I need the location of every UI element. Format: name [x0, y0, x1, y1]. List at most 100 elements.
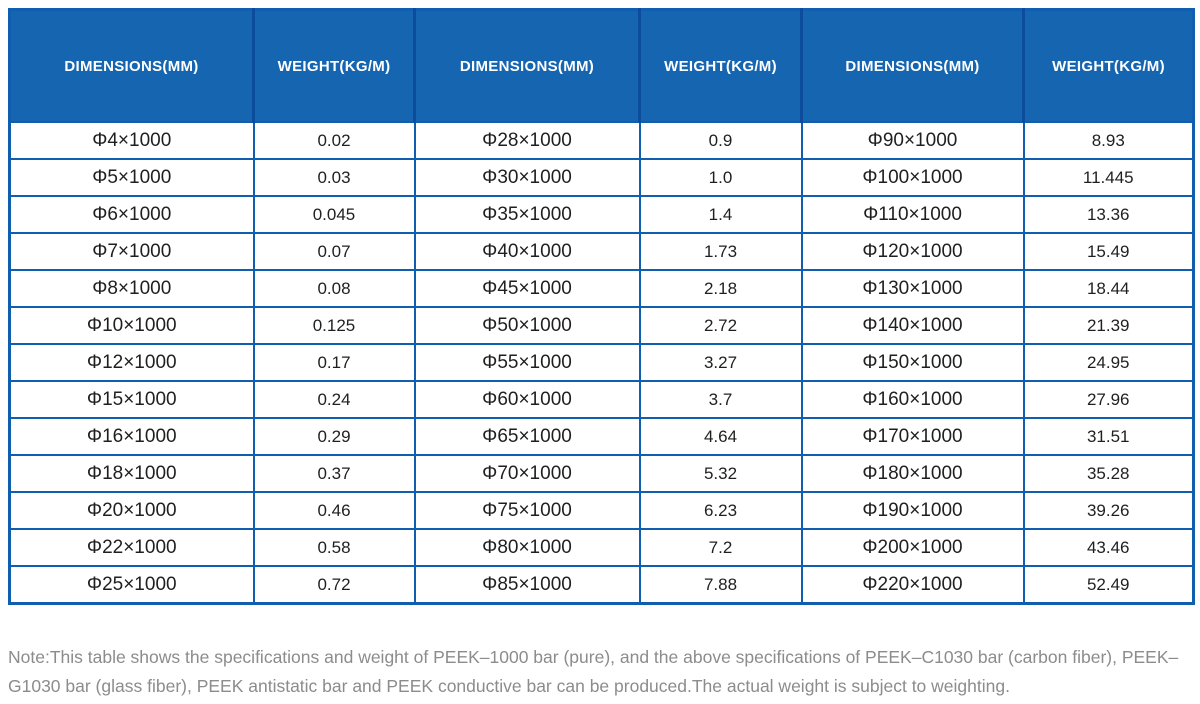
table-row: Φ15×1000 0.24 Φ60×1000 3.7 Φ160×1000 27.96 [8, 380, 1195, 419]
dimension-cell: Φ180×1000 [800, 454, 1025, 493]
weight-cell: 35.28 [1022, 454, 1195, 493]
weight-cell: 21.39 [1022, 306, 1195, 345]
weight-cell: 0.37 [252, 454, 416, 493]
spec-table: DIMENSIONS(MM) WEIGHT(KG/M) DIMENSIONS(M… [8, 8, 1195, 605]
dimension-cell: Φ60×1000 [413, 380, 641, 419]
dimension-cell: Φ150×1000 [800, 343, 1025, 382]
weight-cell: 27.96 [1022, 380, 1195, 419]
dimension-cell: Φ35×1000 [413, 195, 641, 234]
table-row: Φ12×1000 0.17 Φ55×1000 3.27 Φ150×1000 24.95 [8, 343, 1195, 382]
dimension-cell: Φ40×1000 [413, 232, 641, 271]
dimension-cell: Φ50×1000 [413, 306, 641, 345]
weight-cell: 11.445 [1022, 158, 1195, 197]
dimension-cell: Φ120×1000 [800, 232, 1025, 271]
dimension-cell: Φ130×1000 [800, 269, 1025, 308]
dimension-cell: Φ70×1000 [413, 454, 641, 493]
table-row: Φ4×1000 0.02 Φ28×1000 0.9 Φ90×1000 8.93 [8, 121, 1195, 160]
weight-cell: 0.045 [252, 195, 416, 234]
weight-cell: 3.7 [638, 380, 803, 419]
dimension-cell: Φ20×1000 [8, 491, 255, 530]
weight-cell: 18.44 [1022, 269, 1195, 308]
weight-cell: 5.32 [638, 454, 803, 493]
dimension-cell: Φ85×1000 [413, 565, 641, 605]
weight-cell: 15.49 [1022, 232, 1195, 271]
column-header-dimensions-3: DIMENSIONS(MM) [800, 9, 1024, 122]
dimension-cell: Φ80×1000 [413, 528, 641, 567]
dimension-cell: Φ6×1000 [8, 195, 255, 234]
weight-cell: 1.4 [638, 195, 803, 234]
weight-cell: 0.02 [252, 121, 416, 160]
weight-cell: 0.125 [252, 306, 416, 345]
dimension-cell: Φ170×1000 [800, 417, 1025, 456]
weight-cell: 43.46 [1022, 528, 1195, 567]
weight-cell: 0.58 [252, 528, 416, 567]
dimension-cell: Φ65×1000 [413, 417, 641, 456]
weight-cell: 6.23 [638, 491, 803, 530]
weight-cell: 39.26 [1022, 491, 1195, 530]
note-text: Note:This table shows the specifications… [8, 647, 1179, 696]
dimension-cell: Φ200×1000 [800, 528, 1025, 567]
weight-cell: 8.93 [1022, 121, 1195, 160]
column-header-weight-2: WEIGHT(KG/M) [638, 9, 802, 122]
table-row: Φ5×1000 0.03 Φ30×1000 1.0 Φ100×1000 11.445 [8, 158, 1195, 197]
table-row: Φ6×1000 0.045 Φ35×1000 1.4 Φ110×1000 13.36 [8, 195, 1195, 234]
table-row: Φ16×1000 0.29 Φ65×1000 4.64 Φ170×1000 31.51 [8, 417, 1195, 456]
weight-cell: 0.03 [252, 158, 416, 197]
table-row: Φ20×1000 0.46 Φ75×1000 6.23 Φ190×1000 39.26 [8, 491, 1195, 530]
dimension-cell: Φ18×1000 [8, 454, 255, 493]
dimension-cell: Φ160×1000 [800, 380, 1025, 419]
weight-cell: 31.51 [1022, 417, 1195, 456]
dimension-cell: Φ30×1000 [413, 158, 641, 197]
weight-cell: 0.24 [252, 380, 416, 419]
dimension-cell: Φ4×1000 [8, 121, 255, 160]
table-row: Φ22×1000 0.58 Φ80×1000 7.2 Φ200×1000 43.46 [8, 528, 1195, 567]
weight-cell: 0.72 [252, 565, 416, 605]
column-header-weight-1: WEIGHT(KG/M) [252, 9, 415, 122]
weight-cell: 1.73 [638, 232, 803, 271]
dimension-cell: Φ28×1000 [413, 121, 641, 160]
table-header-row: DIMENSIONS(MM) WEIGHT(KG/M) DIMENSIONS(M… [9, 9, 1194, 122]
dimension-cell: Φ12×1000 [8, 343, 255, 382]
dimension-cell: Φ45×1000 [413, 269, 641, 308]
dimension-cell: Φ90×1000 [800, 121, 1025, 160]
weight-cell: 7.2 [638, 528, 803, 567]
dimension-cell: Φ55×1000 [413, 343, 641, 382]
weight-cell: 2.18 [638, 269, 803, 308]
column-header-dimensions-2: DIMENSIONS(MM) [413, 9, 640, 122]
dimension-cell: Φ25×1000 [8, 565, 255, 605]
weight-cell: 52.49 [1022, 565, 1195, 605]
weight-cell: 13.36 [1022, 195, 1195, 234]
weight-cell: 0.9 [638, 121, 803, 160]
weight-cell: 2.72 [638, 306, 803, 345]
table-row: Φ25×1000 0.72 Φ85×1000 7.88 Φ220×1000 52.49 [8, 565, 1195, 605]
column-header-dimensions-1: DIMENSIONS(MM) [9, 9, 254, 122]
dimension-cell: Φ140×1000 [800, 306, 1025, 345]
dimension-cell: Φ100×1000 [800, 158, 1025, 197]
dimension-cell: Φ7×1000 [8, 232, 255, 271]
weight-cell: 3.27 [638, 343, 803, 382]
weight-cell: 0.17 [252, 343, 416, 382]
column-header-weight-3: WEIGHT(KG/M) [1022, 9, 1194, 122]
dimension-cell: Φ5×1000 [8, 158, 255, 197]
weight-cell: 1.0 [638, 158, 803, 197]
weight-cell: 0.46 [252, 491, 416, 530]
weight-cell: 4.64 [638, 417, 803, 456]
dimension-cell: Φ220×1000 [800, 565, 1025, 605]
dimension-cell: Φ110×1000 [800, 195, 1025, 234]
dimension-cell: Φ16×1000 [8, 417, 255, 456]
table-row: Φ7×1000 0.07 Φ40×1000 1.73 Φ120×1000 15.49 [8, 232, 1195, 271]
dimension-cell: Φ8×1000 [8, 269, 255, 308]
table-row: Φ8×1000 0.08 Φ45×1000 2.18 Φ130×1000 18.44 [8, 269, 1195, 308]
weight-cell: 0.08 [252, 269, 416, 308]
dimension-cell: Φ75×1000 [413, 491, 641, 530]
table-row: Φ10×1000 0.125 Φ50×1000 2.72 Φ140×1000 21.39 [8, 306, 1195, 345]
weight-cell: 24.95 [1022, 343, 1195, 382]
dimension-cell: Φ190×1000 [800, 491, 1025, 530]
table-row: Φ18×1000 0.37 Φ70×1000 5.32 Φ180×1000 35.28 [8, 454, 1195, 493]
dimension-cell: Φ22×1000 [8, 528, 255, 567]
dimension-cell: Φ10×1000 [8, 306, 255, 345]
weight-cell: 0.29 [252, 417, 416, 456]
weight-cell: 0.07 [252, 232, 416, 271]
dimension-cell: Φ15×1000 [8, 380, 255, 419]
